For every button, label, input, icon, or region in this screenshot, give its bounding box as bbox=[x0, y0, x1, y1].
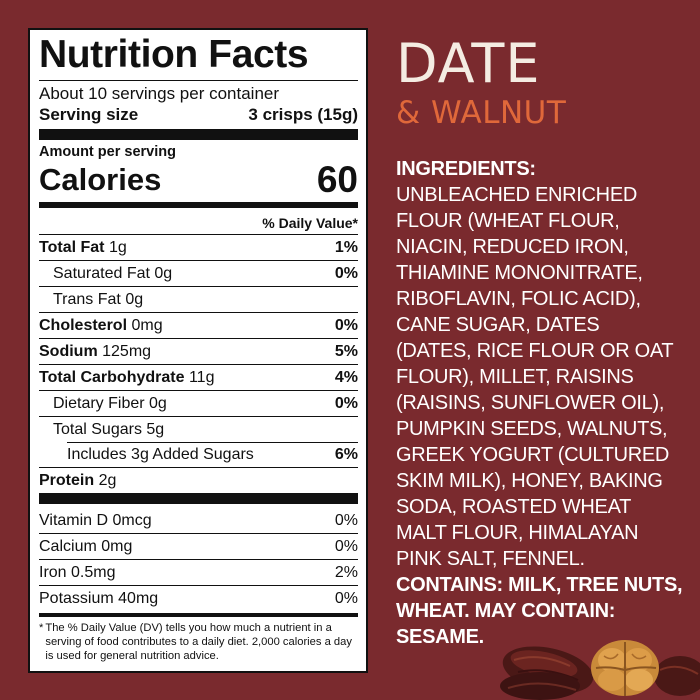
nutrient-amount: 0g bbox=[125, 291, 144, 308]
nutrient-amount: 5g bbox=[146, 421, 165, 438]
nutrient-amount: 2g bbox=[98, 472, 117, 489]
nutrient-row-dietary-fiber: Dietary Fiber 0g 0% bbox=[39, 390, 358, 416]
nutrient-row-added-sugars: Includes 3g Added Sugars 6% bbox=[39, 442, 358, 467]
nutrient-dv: 6% bbox=[334, 446, 358, 463]
serving-size-label: Serving size bbox=[39, 105, 139, 124]
nutrient-amount: 125mg bbox=[102, 343, 152, 360]
ingredients-line: UNBLEACHED ENRICHED bbox=[396, 184, 638, 206]
contains-line: SESAME. bbox=[396, 626, 484, 648]
nutrient-row-total-carbohydrate: Total Carbohydrate 11g 4% bbox=[39, 364, 358, 390]
divider bbox=[39, 80, 358, 81]
ingredients-line: CANE SUGAR, DATES bbox=[396, 314, 600, 336]
ingredients-line: THIAMINE MONONITRATE, bbox=[396, 262, 643, 284]
thick-divider bbox=[39, 493, 358, 504]
ingredients-line: RIBOFLAVIN, FOLIC ACID), bbox=[396, 288, 641, 310]
nutrient-name: Protein bbox=[39, 472, 95, 489]
ingredients-line: SODA, ROASTED WHEAT bbox=[396, 496, 632, 518]
nutrient-dv: 4% bbox=[334, 369, 358, 386]
nutrient-amount: 1g bbox=[108, 239, 127, 256]
ingredients-line: NIACIN, REDUCED IRON, bbox=[396, 236, 629, 258]
daily-value-header: % Daily Value* bbox=[262, 215, 358, 231]
walnut-icon bbox=[591, 640, 659, 696]
vitamin-row-iron: Iron 0.5mg 2% bbox=[39, 559, 358, 585]
contains-line: WHEAT. MAY CONTAIN: bbox=[396, 600, 616, 622]
vitamin-name: Calcium bbox=[39, 538, 97, 555]
nutrient-amount: 11g bbox=[188, 369, 215, 386]
dates-walnut-image bbox=[500, 640, 700, 700]
nutrient-name: Total Fat bbox=[39, 239, 105, 256]
vitamin-row-vitamin-d: Vitamin D 0mcg 0% bbox=[39, 508, 358, 533]
nutrient-dv: 0% bbox=[334, 317, 358, 334]
footnote-star: * bbox=[39, 622, 44, 634]
daily-value-footnote: * The % Daily Value (DV) tells you how m… bbox=[39, 613, 358, 663]
nutrient-name: Includes 3g Added Sugars bbox=[67, 446, 254, 463]
ingredients-line: (DATES, RICE FLOUR OR OAT bbox=[396, 340, 674, 362]
vitamin-dv: 2% bbox=[334, 564, 358, 581]
ingredients-line: MALT FLOUR, HIMALAYAN bbox=[396, 522, 639, 544]
nutrient-dv: 1% bbox=[334, 239, 358, 256]
vitamin-name: Potassium bbox=[39, 590, 114, 607]
nutrient-dv: 0% bbox=[334, 265, 358, 282]
ingredients-line: PINK SALT, FENNEL. bbox=[396, 548, 585, 570]
nutrient-name: Sodium bbox=[39, 343, 98, 360]
serving-size: Serving size 3 crisps (15g) bbox=[39, 104, 358, 125]
vitamin-amount: 40mg bbox=[118, 590, 159, 607]
vitamin-row-potassium: Potassium 40mg 0% bbox=[39, 585, 358, 611]
dates-icon bbox=[500, 646, 700, 700]
nutrient-row-saturated-fat: Saturated Fat 0g 0% bbox=[39, 260, 358, 286]
nutrient-amount: 0g bbox=[154, 265, 173, 282]
amount-per-serving: Amount per serving bbox=[39, 144, 176, 160]
nutrient-amount: 0g bbox=[149, 395, 167, 412]
nutrition-facts-title: Nutrition Facts bbox=[39, 33, 309, 76]
nutrient-name: Dietary Fiber bbox=[53, 395, 145, 412]
nutrient-name: Saturated Fat bbox=[53, 265, 150, 282]
vitamin-amount: 0mcg bbox=[112, 512, 152, 529]
ingredients-heading: INGREDIENTS: bbox=[396, 158, 536, 180]
vitamin-dv: 0% bbox=[334, 538, 358, 555]
nutrient-dv: 5% bbox=[334, 343, 358, 360]
contains-line: CONTAINS: MILK, TREE NUTS, bbox=[396, 574, 683, 596]
vitamin-dv: 0% bbox=[334, 590, 358, 607]
vitamin-row-calcium: Calcium 0mg 0% bbox=[39, 533, 358, 559]
nutrient-dv: 0% bbox=[334, 395, 358, 412]
vitamin-amount: 0.5mg bbox=[71, 564, 116, 581]
vitamin-dv: 0% bbox=[334, 512, 358, 529]
ingredients-line: (RAISINS, SUNFLOWER OIL), bbox=[396, 392, 665, 414]
nutrient-name: Total Sugars bbox=[53, 421, 142, 438]
ingredients-line: FLOUR), MILLET, RAISINS bbox=[396, 366, 634, 388]
vitamin-name: Vitamin D bbox=[39, 512, 109, 529]
ingredients-panel: INGREDIENTS: UNBLEACHED ENRICHED FLOUR (… bbox=[396, 156, 696, 650]
ingredients-line: PUMPKIN SEEDS, WALNUTS, bbox=[396, 418, 668, 440]
calories-value: 60 bbox=[316, 159, 358, 200]
nutrient-amount: 0mg bbox=[131, 317, 163, 334]
nutrient-row-sodium: Sodium 125mg 5% bbox=[39, 338, 358, 364]
nutrient-name: Trans Fat bbox=[53, 291, 121, 308]
nutrient-row-cholesterol: Cholesterol 0mg 0% bbox=[39, 312, 358, 338]
nutrient-row-total-fat: Total Fat 1g 1% bbox=[39, 234, 358, 260]
vitamins-section: Vitamin D 0mcg 0% Calcium 0mg 0% Iron 0.… bbox=[39, 508, 358, 611]
ingredients-line: SKIM MILK), HONEY, BAKING bbox=[396, 470, 663, 492]
calories-label: Calories bbox=[39, 162, 162, 197]
product-flavor: & WALNUT bbox=[396, 95, 567, 131]
vitamin-amount: 0mg bbox=[101, 538, 133, 555]
thick-divider bbox=[39, 129, 358, 140]
servings-per-container: About 10 servings per container bbox=[39, 84, 280, 103]
nutrient-name: Total Carbohydrate bbox=[39, 369, 185, 386]
nutrition-facts-label: Nutrition Facts About 10 servings per co… bbox=[28, 28, 368, 673]
nutrient-row-trans-fat: Trans Fat 0g bbox=[39, 286, 358, 312]
ingredients-line: FLOUR (WHEAT FLOUR, bbox=[396, 210, 620, 232]
serving-size-value: 3 crisps (15g) bbox=[248, 105, 358, 124]
nutrient-name: Cholesterol bbox=[39, 317, 128, 334]
ingredients-line: GREEK YOGURT (CULTURED bbox=[396, 444, 670, 466]
product-name: DATE bbox=[396, 32, 541, 95]
nutrient-row-protein: Protein 2g bbox=[39, 467, 358, 493]
calories-row: Calories 60 bbox=[39, 160, 358, 200]
vitamin-name: Iron bbox=[39, 564, 67, 581]
medium-divider bbox=[39, 202, 358, 208]
footnote-text: The % Daily Value (DV) tells you how muc… bbox=[45, 622, 352, 662]
nutrient-row-total-sugars: Total Sugars 5g bbox=[39, 416, 358, 442]
